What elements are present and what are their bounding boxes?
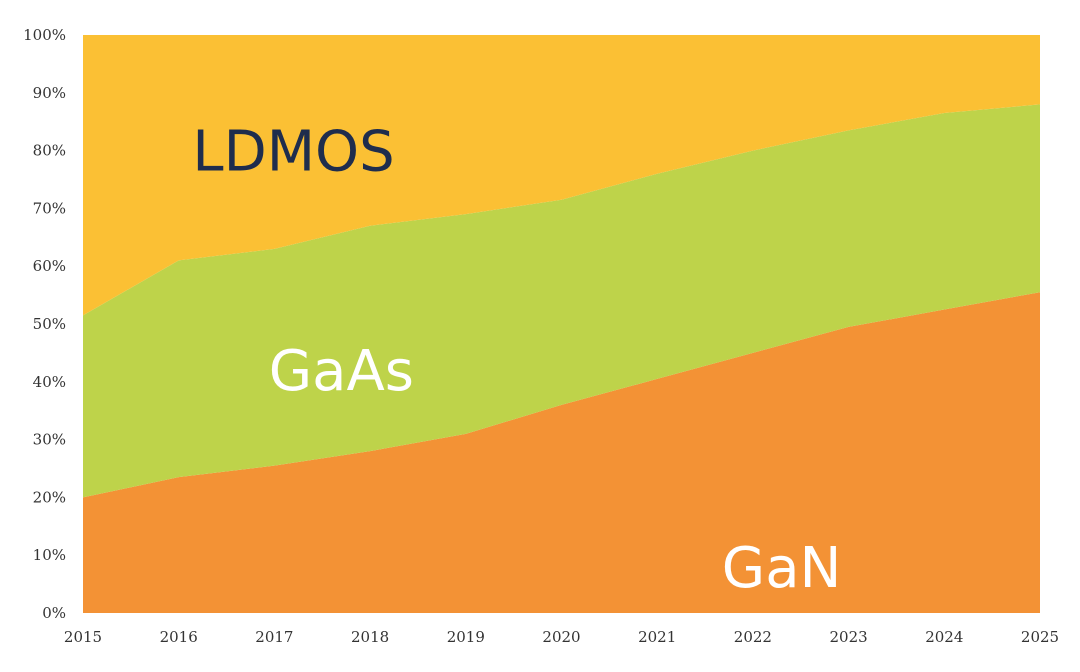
y-tick-label: 30% (33, 431, 66, 449)
y-tick-label: 20% (33, 488, 66, 506)
y-tick-label: 50% (33, 315, 66, 333)
y-axis-tick-labels: 0% 10% 20% 30% 40% 50% 60% 70% 80% 90% 100% (23, 26, 66, 622)
x-tick-label: 2018 (351, 628, 389, 646)
series-labels: GaN GaAs LDMOS (192, 120, 841, 601)
x-tick-label: 2015 (64, 628, 102, 646)
x-tick-label: 2023 (830, 628, 868, 646)
y-tick-label: 80% (33, 142, 66, 160)
x-tick-label: 2016 (160, 628, 198, 646)
x-axis-tick-labels: 2015 2016 2017 2018 2019 2020 2021 2022 2023 2024… (64, 628, 1059, 646)
x-tick-label: 2019 (447, 628, 485, 646)
area-ldmos (83, 35, 1040, 316)
y-tick-label: 60% (33, 257, 66, 275)
y-tick-label: 100% (23, 26, 66, 44)
x-tick-label: 2017 (255, 628, 293, 646)
area-gaas (83, 104, 1040, 498)
y-tick-label: 0% (42, 604, 66, 622)
series-label-ldmos: LDMOS (192, 120, 394, 185)
y-tick-label: 40% (33, 373, 66, 391)
x-tick-label: 2024 (925, 628, 963, 646)
series-label-gaas: GaAs (269, 339, 414, 404)
x-tick-label: 2022 (734, 628, 772, 646)
series-label-gan: GaN (722, 536, 842, 601)
x-tick-label: 2021 (638, 628, 676, 646)
area-layer (83, 35, 1040, 613)
x-tick-label: 2020 (542, 628, 580, 646)
x-tick-label: 2025 (1021, 628, 1059, 646)
area-gan (83, 292, 1040, 613)
y-tick-label: 90% (33, 84, 66, 102)
y-tick-label: 10% (33, 546, 66, 564)
y-tick-label: 70% (33, 199, 66, 217)
